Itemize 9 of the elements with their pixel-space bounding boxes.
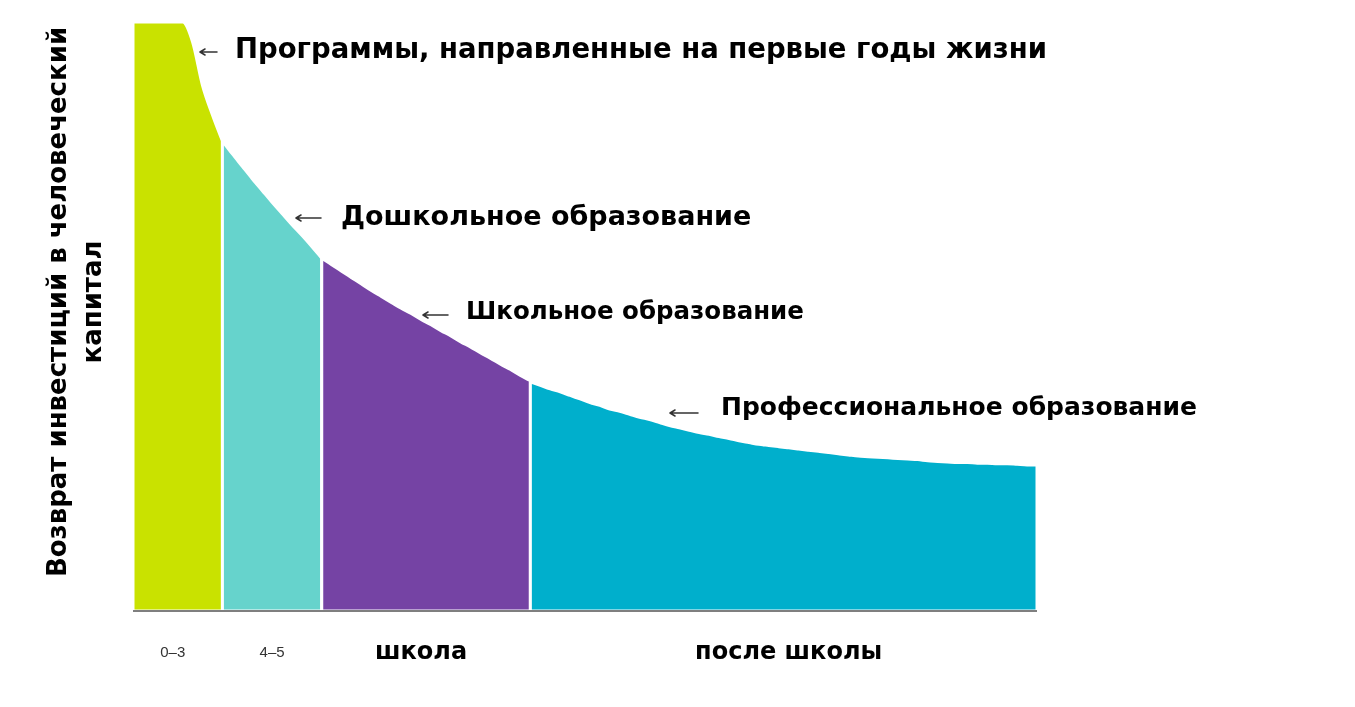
x-tick-label: после школы [695,637,883,665]
x-tick-label: 4–5 [259,642,285,660]
y-axis-title: Возврат инвестиций в человеческий капитал [42,26,107,578]
annotation: Профессиональное образование [721,391,1197,421]
annotation: Школьное образование [466,295,804,325]
x-tick-label: 0–3 [160,642,186,660]
x-tick-label: школа [375,637,468,665]
annotation: Дошкольное образование [341,199,752,231]
annotation: Программы, направленные на первые годы жизни [235,32,1047,64]
